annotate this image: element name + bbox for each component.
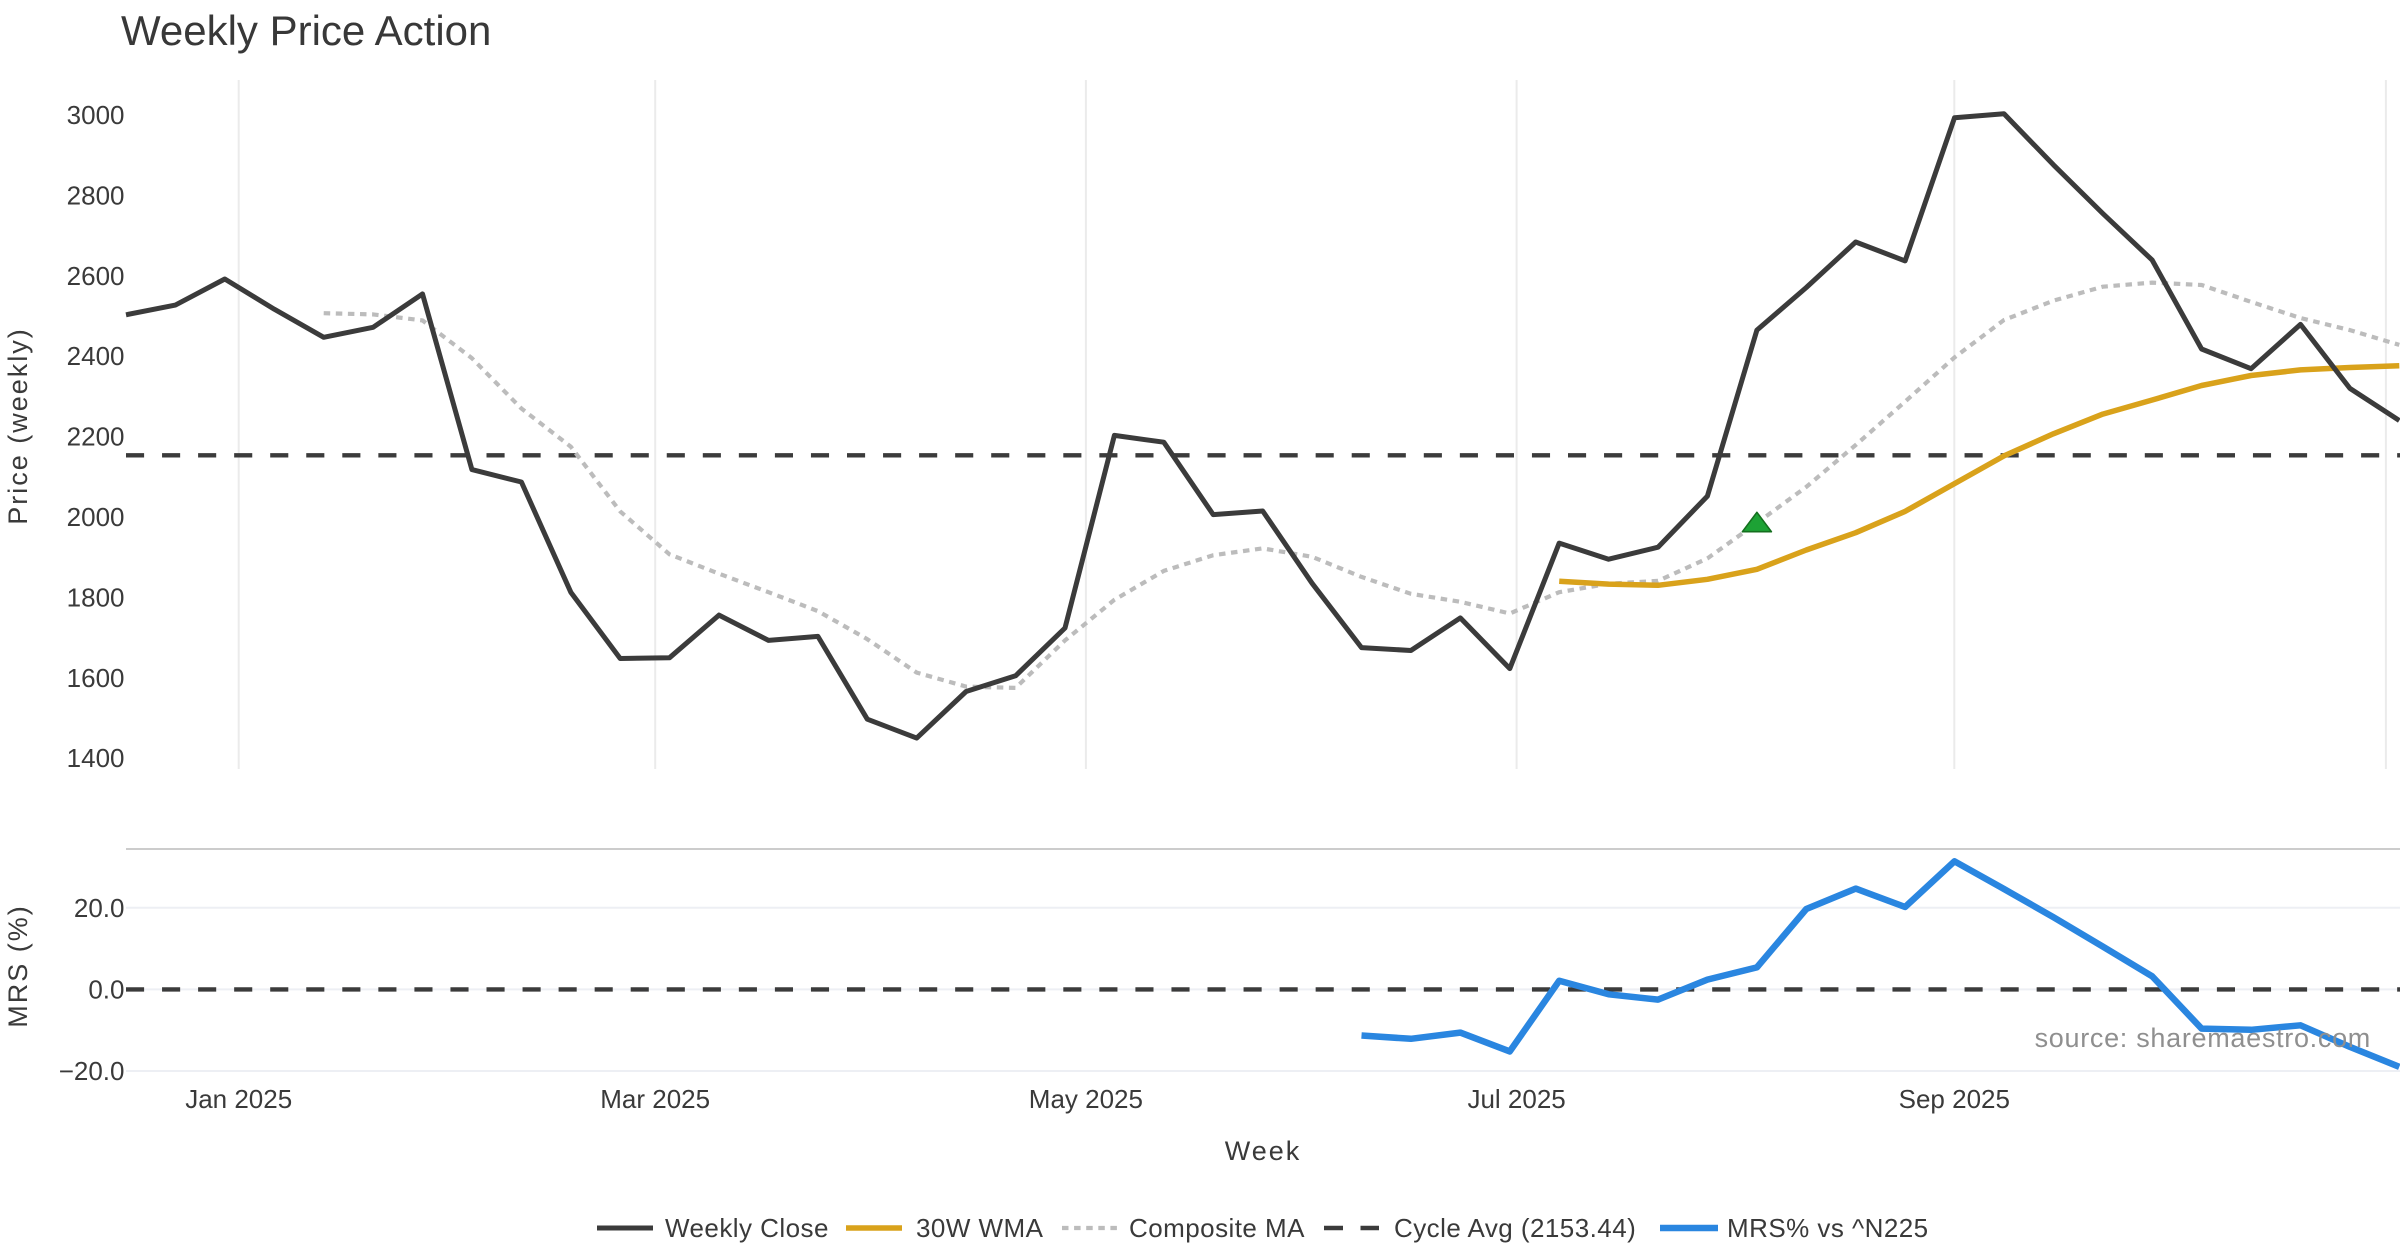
svg-text:Cycle Avg (2153.44): Cycle Avg (2153.44) <box>1394 1213 1636 1243</box>
svg-text:MRS (%): MRS (%) <box>3 904 33 1028</box>
svg-text:0.0: 0.0 <box>88 974 124 1004</box>
svg-text:Mar 2025: Mar 2025 <box>600 1084 710 1114</box>
svg-text:1400: 1400 <box>67 743 125 773</box>
svg-text:2800: 2800 <box>67 180 125 210</box>
svg-text:Week: Week <box>1225 1136 1302 1166</box>
svg-text:20.0: 20.0 <box>74 893 125 923</box>
svg-text:2000: 2000 <box>67 502 125 532</box>
svg-text:Jan 2025: Jan 2025 <box>185 1084 292 1114</box>
svg-text:1800: 1800 <box>67 582 125 612</box>
svg-text:Weekly Price Action: Weekly Price Action <box>121 7 491 54</box>
svg-text:3000: 3000 <box>67 100 125 130</box>
svg-text:Jul 2025: Jul 2025 <box>1467 1084 1565 1114</box>
svg-text:2400: 2400 <box>67 341 125 371</box>
svg-text:30W WMA: 30W WMA <box>916 1213 1044 1243</box>
svg-text:2600: 2600 <box>67 261 125 291</box>
svg-text:−20.0: −20.0 <box>59 1056 125 1086</box>
svg-text:1600: 1600 <box>67 663 125 693</box>
svg-text:Sep 2025: Sep 2025 <box>1899 1084 2010 1114</box>
svg-text:Composite MA: Composite MA <box>1129 1213 1305 1243</box>
svg-text:2200: 2200 <box>67 422 125 452</box>
svg-text:Weekly Close: Weekly Close <box>665 1213 829 1243</box>
svg-text:Price (weekly): Price (weekly) <box>3 327 33 525</box>
svg-text:May 2025: May 2025 <box>1029 1084 1143 1114</box>
svg-text:MRS% vs ^N225: MRS% vs ^N225 <box>1727 1213 1929 1243</box>
svg-text:source: sharemaestro.com: source: sharemaestro.com <box>2035 1023 2371 1053</box>
